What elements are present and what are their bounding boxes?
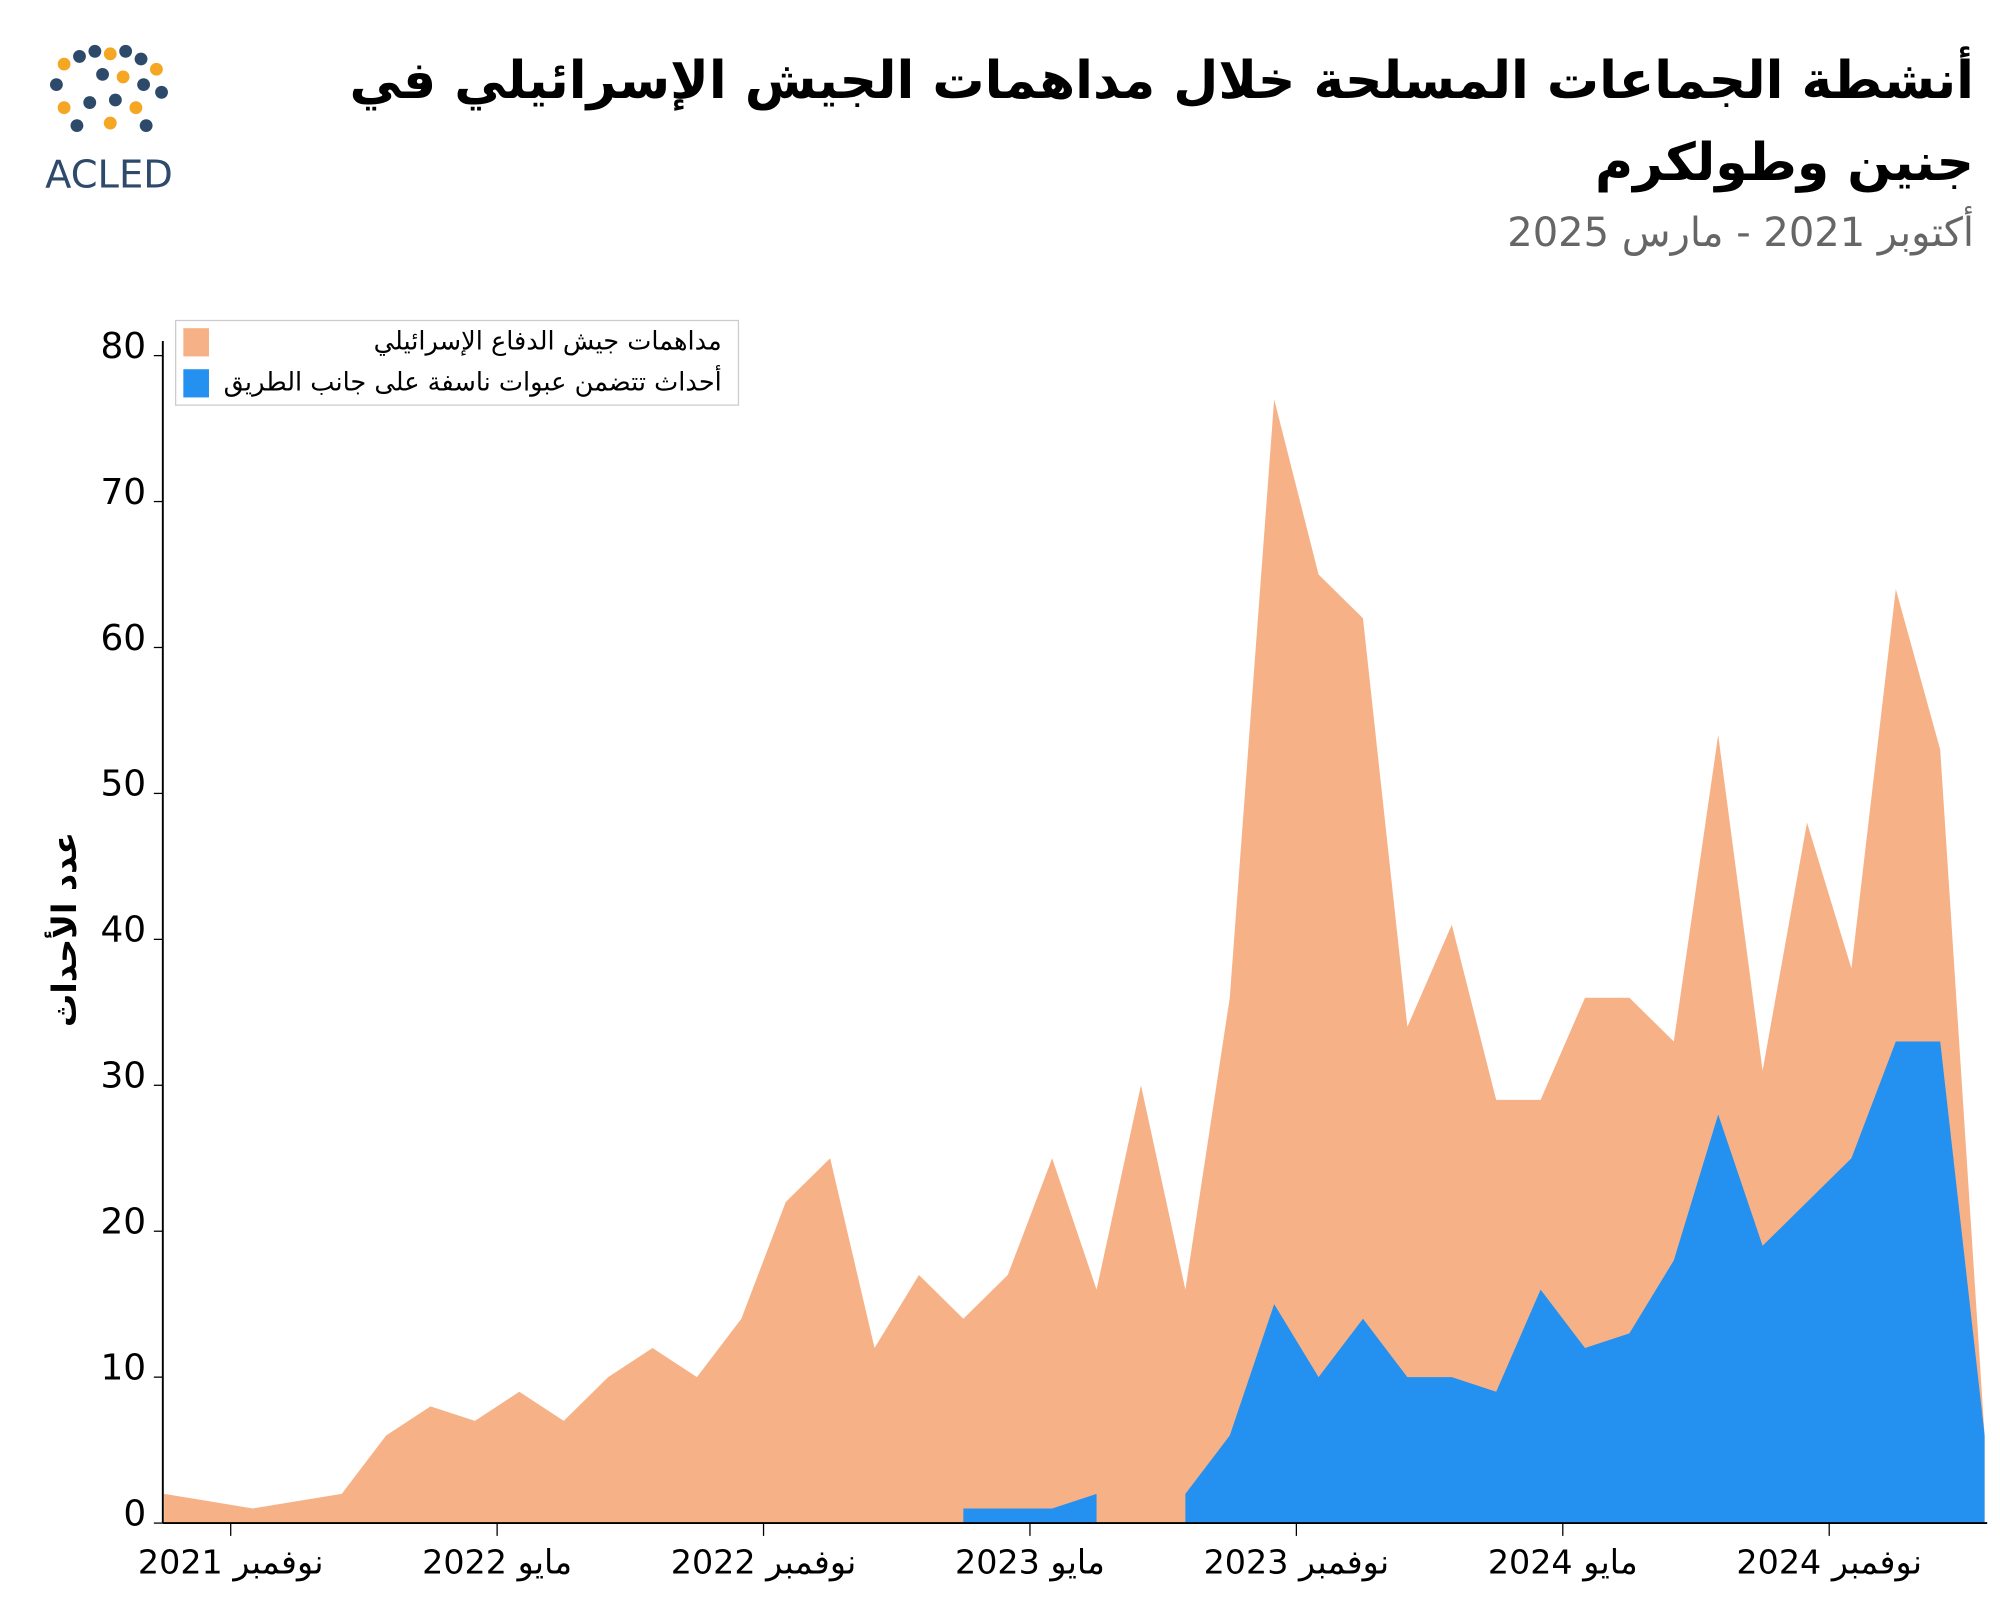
x-tick-label: نوفمبر 2024 xyxy=(1736,1543,1922,1582)
logo xyxy=(50,44,168,133)
x-tick-label: مايو 2022 xyxy=(422,1543,572,1582)
logo-text: ACLED xyxy=(45,152,173,197)
legend xyxy=(175,319,740,406)
y-tick-label: 50 xyxy=(100,764,146,805)
y-tick-label: 40 xyxy=(100,910,146,951)
chart-subtitle: أكتوبر 2021 - مارس 2025 xyxy=(1507,210,1974,256)
y-tick-label: 60 xyxy=(100,618,146,659)
x-tick-label: مايو 2024 xyxy=(1488,1543,1638,1582)
legend-label: مداهمات جيش الدفاع الإسرائيلي xyxy=(374,326,722,356)
y-tick-label: 0 xyxy=(123,1493,146,1534)
area xyxy=(963,1041,1985,1524)
legend-swatch xyxy=(183,369,209,398)
y-tick-label: 80 xyxy=(100,326,146,367)
x-tick-label: نوفمبر 2022 xyxy=(671,1543,857,1582)
y-tick-label: 10 xyxy=(100,1347,146,1388)
area xyxy=(164,399,1985,1524)
y-tick-label: 20 xyxy=(100,1202,146,1243)
legend-label: أحداث تتضمن عبوات ناسفة على جانب الطريق xyxy=(224,363,722,397)
legend-swatch xyxy=(183,328,209,357)
y-axis-label: عدد الأحداث xyxy=(44,832,84,1027)
x-tick-label: نوفمبر 2021 xyxy=(138,1543,324,1582)
y-tick-label: 70 xyxy=(100,472,146,513)
x-tick-label: نوفمبر 2023 xyxy=(1204,1543,1390,1582)
x-tick-label: مايو 2023 xyxy=(955,1543,1105,1582)
chart-title: أنشطة الجماعات المسلحة خلال مداهمات الجي… xyxy=(349,51,1974,193)
y-tick-label: 30 xyxy=(100,1056,146,1097)
